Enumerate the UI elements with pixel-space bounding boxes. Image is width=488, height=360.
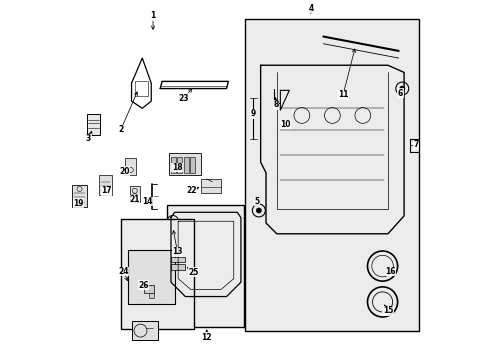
Bar [129,186,140,202]
Text: 18: 18 [171,163,182,172]
Text: 26: 26 [138,280,148,289]
Text: 4: 4 [307,4,313,13]
Text: 21: 21 [129,195,140,204]
Text: 16: 16 [385,267,395,276]
Bar [183,157,188,173]
Bar [167,205,244,327]
Circle shape [399,86,404,91]
Bar [125,158,136,175]
Bar [171,157,176,173]
Text: 23: 23 [178,94,188,103]
Text: 19: 19 [73,199,84,208]
Bar [244,19,418,330]
Bar [72,185,86,207]
Bar [121,220,194,329]
Circle shape [170,219,175,224]
Bar [171,257,184,262]
Text: 20: 20 [119,167,129,176]
Text: 8: 8 [273,100,278,109]
Text: 15: 15 [382,306,392,315]
Bar [131,321,158,339]
Text: 14: 14 [142,197,152,206]
Text: 17: 17 [101,186,112,195]
Text: 25: 25 [188,268,198,277]
Text: 5: 5 [254,197,259,206]
Bar [201,179,221,193]
Text: 3: 3 [86,134,91,143]
Text: 22: 22 [186,185,196,194]
Text: 13: 13 [172,247,183,256]
Text: 11: 11 [337,90,347,99]
Bar [128,250,174,304]
Bar [177,157,182,173]
Bar [86,114,100,135]
Bar [169,153,201,175]
Bar [171,264,184,270]
Text: 24: 24 [118,267,129,276]
Bar [149,293,153,298]
Bar [144,285,154,293]
Text: 2: 2 [118,125,123,134]
Text: 12: 12 [201,333,212,342]
Bar [99,175,112,195]
Circle shape [256,208,261,213]
Text: 6: 6 [397,89,402,98]
Text: 9: 9 [250,109,256,118]
Text: 1: 1 [150,11,155,20]
Text: 10: 10 [280,120,290,129]
Bar [190,157,195,173]
Text: 7: 7 [412,140,418,149]
